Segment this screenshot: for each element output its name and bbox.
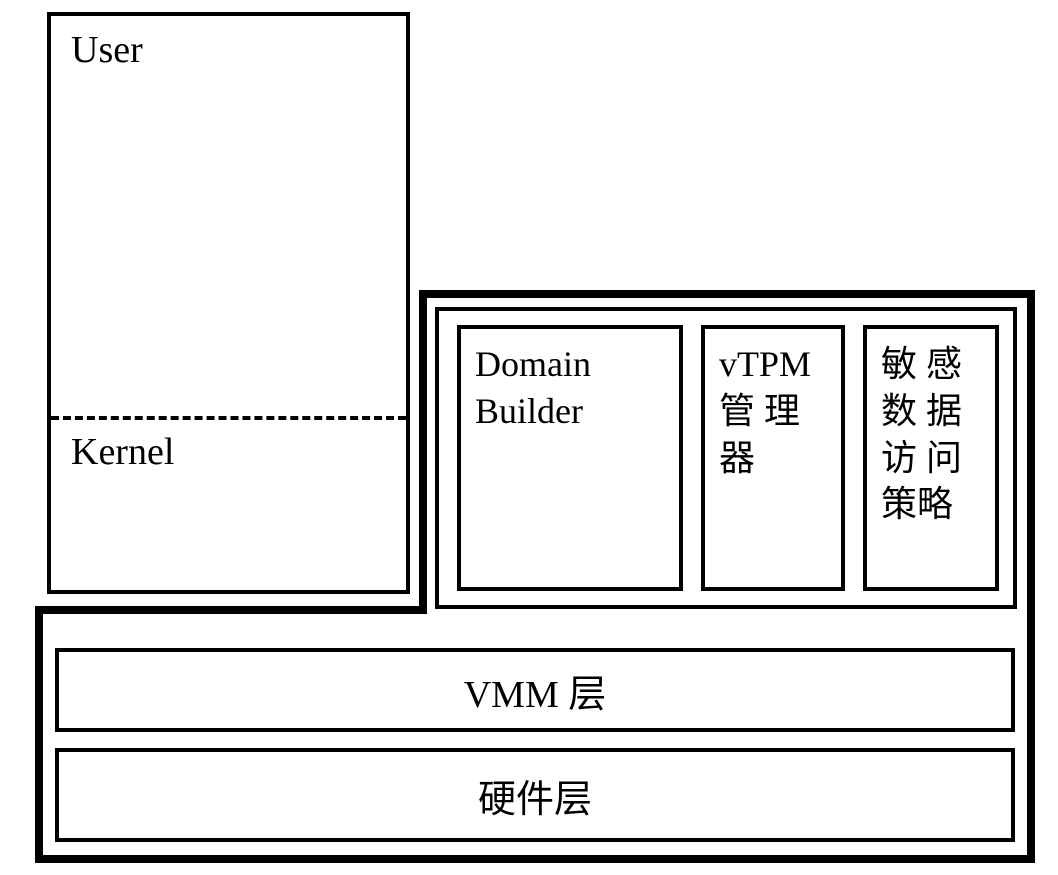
hardware-label: 硬件层 — [478, 768, 592, 823]
user-kernel-box: User Kernel — [47, 12, 410, 594]
module-sensitive-data-policy: 敏 感 数 据 访 问 策略 — [863, 325, 999, 591]
vmm-layer: VMM 层 — [55, 648, 1015, 732]
architecture-diagram: User Kernel Domain Builder vTPM 管 理 器 敏 … — [35, 10, 1035, 865]
module-domain-builder: Domain Builder — [457, 325, 683, 591]
user-kernel-divider — [51, 416, 406, 420]
module-label: vTPM 管 理 器 — [719, 344, 811, 478]
hardware-layer: 硬件层 — [55, 748, 1015, 842]
user-label: User — [71, 28, 143, 72]
module-label: Domain Builder — [475, 344, 591, 431]
module-vtpm-manager: vTPM 管 理 器 — [701, 325, 845, 591]
module-label: 敏 感 数 据 访 问 策略 — [881, 344, 962, 524]
kernel-label: Kernel — [71, 430, 174, 474]
modules-container: Domain Builder vTPM 管 理 器 敏 感 数 据 访 问 策略 — [435, 307, 1017, 609]
vmm-label: VMM 层 — [464, 663, 607, 718]
